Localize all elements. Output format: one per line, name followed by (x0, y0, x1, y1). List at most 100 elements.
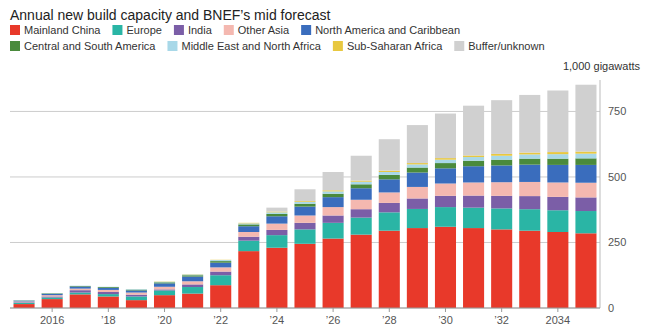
bar-segment (14, 300, 35, 301)
bar-segment (42, 295, 63, 296)
bar-segment (294, 215, 315, 222)
bar-segment (98, 296, 119, 308)
legend-label: Central and South America (24, 40, 156, 52)
bar-segment (210, 275, 231, 285)
bar-segment (323, 223, 344, 239)
bar-segment (407, 228, 428, 308)
bar-segment (407, 164, 428, 167)
bar-segment (575, 165, 596, 183)
bar-segment (407, 163, 428, 164)
bar-segment (98, 287, 119, 289)
bar-segment (98, 294, 119, 296)
bar-segment (491, 196, 512, 209)
bar-segment (182, 274, 203, 276)
bar-segment (154, 295, 175, 308)
bar-segment (491, 229, 512, 308)
bar-segment (238, 241, 259, 251)
legend-swatch (10, 25, 20, 35)
bar-segment (547, 152, 568, 154)
legend-item: India (174, 24, 213, 36)
bar-segment (547, 182, 568, 196)
bar-segment (435, 207, 456, 227)
legend-label: Mainland China (24, 24, 101, 36)
legend-swatch (174, 25, 184, 35)
legend-label: Europe (126, 24, 161, 36)
bar-segment (182, 287, 203, 294)
bar-segment (575, 211, 596, 233)
bar-segment (70, 293, 91, 295)
bar-segment (323, 190, 344, 191)
bar-segment (210, 285, 231, 308)
bar-segment (379, 171, 400, 172)
bar-segment (491, 165, 512, 182)
bar-segment (42, 296, 63, 297)
bar-segment (98, 286, 119, 287)
bar-segment (435, 196, 456, 207)
bar-segment (463, 161, 484, 167)
x-tick-label: ’18 (101, 314, 116, 326)
bar-segment (238, 237, 259, 241)
x-tick-label: ’22 (213, 314, 228, 326)
bar-segment (126, 300, 147, 308)
bar-segment (238, 232, 259, 237)
bar-segment (238, 226, 259, 232)
bar-segment (98, 286, 119, 287)
bar-segment (351, 209, 372, 217)
x-tick-label: ’20 (157, 314, 172, 326)
x-tick (333, 308, 334, 312)
legend-swatch (333, 41, 343, 51)
chart: Annual new build capacity and BNEF’s mid… (0, 0, 650, 334)
bar-segment (42, 293, 63, 295)
bar-segment (126, 289, 147, 290)
y-tick-label: 500 (608, 171, 626, 183)
y-axis-label: 1,000 gigawatts (563, 60, 641, 72)
series (14, 227, 597, 308)
bar-segment (575, 183, 596, 198)
bar-segment (519, 231, 540, 308)
bar-segment (14, 302, 35, 304)
bar-segment (182, 284, 203, 287)
legend-label: North America and Caribbean (315, 24, 460, 36)
bar-segment (547, 159, 568, 165)
bar-segment (98, 292, 119, 294)
bar-segment (575, 85, 596, 152)
x-tick-label: ’24 (270, 314, 285, 326)
bar-segment (351, 200, 372, 209)
bar-segment (463, 208, 484, 228)
bar-segment (435, 184, 456, 196)
bar-segment (379, 172, 400, 175)
bar-segment (98, 286, 119, 287)
bar-segment (154, 283, 175, 286)
grid-line (10, 308, 600, 309)
legend-label: Buffer/unknown (468, 40, 544, 52)
bar-segment (379, 231, 400, 308)
x-tick-label: 2034 (546, 314, 570, 326)
bar-segment (210, 260, 231, 261)
y-axis-line (600, 80, 601, 308)
bar-segment (463, 157, 484, 161)
bar-segment (294, 229, 315, 243)
bar-segment (435, 158, 456, 160)
bar-segment (14, 300, 35, 301)
bar-segment (294, 223, 315, 230)
x-tick (220, 308, 221, 312)
bar-segment (182, 281, 203, 284)
bar-segment (547, 154, 568, 158)
bar-segment (323, 191, 344, 193)
series (14, 196, 597, 303)
bar-segment (519, 182, 540, 196)
bar-segment (547, 90, 568, 152)
x-axis-line (10, 308, 600, 309)
bar-segment (154, 287, 175, 290)
title: Annual new build capacity and BNEF’s mid… (10, 7, 330, 23)
bar-segment (547, 197, 568, 210)
legend-item: Other Asia (224, 24, 290, 36)
bar-segment (238, 222, 259, 223)
legend-item: Sub-Saharan Africa (333, 40, 443, 52)
x-tick (164, 308, 165, 312)
bar-segment (575, 197, 596, 211)
y-tick-label: 250 (608, 236, 626, 248)
bar-segment (238, 222, 259, 224)
bar-segment (323, 215, 344, 222)
bar-segment (126, 296, 147, 300)
